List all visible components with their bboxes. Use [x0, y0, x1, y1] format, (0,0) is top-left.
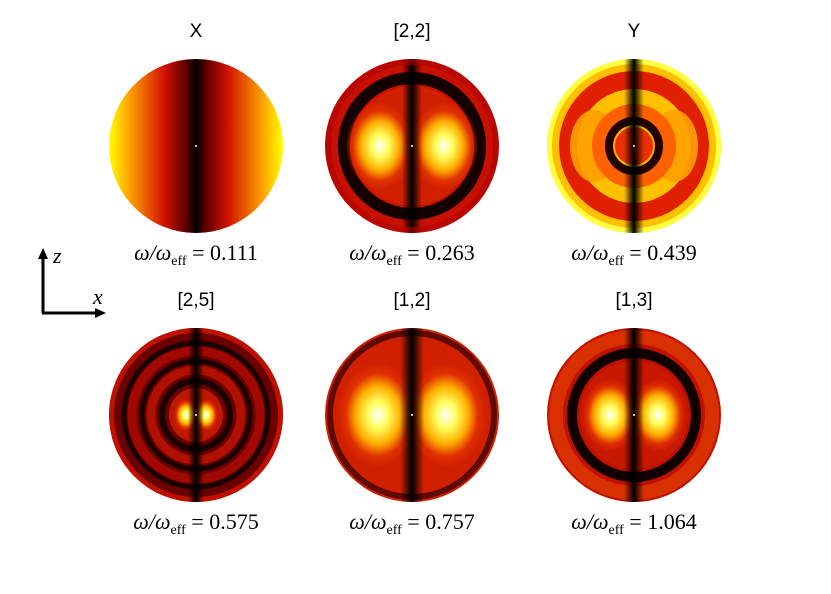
panel-title: [2,2] — [394, 21, 431, 42]
coordinate-axes: z x — [38, 243, 106, 318]
center-marker — [633, 145, 635, 147]
panel-title: Y — [628, 21, 641, 42]
panel-title: [1,2] — [394, 290, 431, 311]
center-marker — [195, 145, 197, 147]
panel-title: [2,5] — [178, 290, 215, 311]
frequency-label: ω/ωeff = 0.111 — [134, 240, 258, 269]
z-arrowhead-icon — [38, 248, 48, 259]
frequency-label: ω/ωeff = 0.263 — [349, 240, 474, 269]
panel-title: X — [190, 21, 203, 42]
center-marker — [633, 414, 635, 416]
mode-panel-2-5: [2,5] — [109, 290, 283, 502]
mode-panel-1-2: [1,2] — [325, 290, 499, 502]
frequency-label: ω/ωeff = 1.064 — [571, 509, 696, 538]
mode-panel-1-3: [1,3] — [547, 290, 721, 502]
panel-title: [1,3] — [616, 290, 653, 311]
mode-panel-x: X — [109, 21, 283, 233]
center-marker — [411, 414, 413, 416]
z-axis-label: z — [52, 243, 62, 268]
center-marker — [195, 414, 197, 416]
frequency-label: ω/ωeff = 0.757 — [349, 509, 474, 538]
x-axis-label: x — [92, 284, 103, 309]
frequency-label: ω/ωeff = 0.575 — [133, 509, 258, 538]
mode-panel-y: Y — [547, 21, 721, 233]
center-marker — [411, 145, 413, 147]
frequency-labels: ω/ωeff = 0.111 ω/ωeff = 0.263 ω/ωeff = 0… — [133, 240, 696, 538]
x-arrowhead-icon — [95, 308, 106, 318]
frequency-label: ω/ωeff = 0.439 — [571, 240, 696, 269]
mode-panels: X [2,2] Y — [109, 21, 721, 502]
mode-panel-2-2: [2,2] — [325, 21, 499, 233]
